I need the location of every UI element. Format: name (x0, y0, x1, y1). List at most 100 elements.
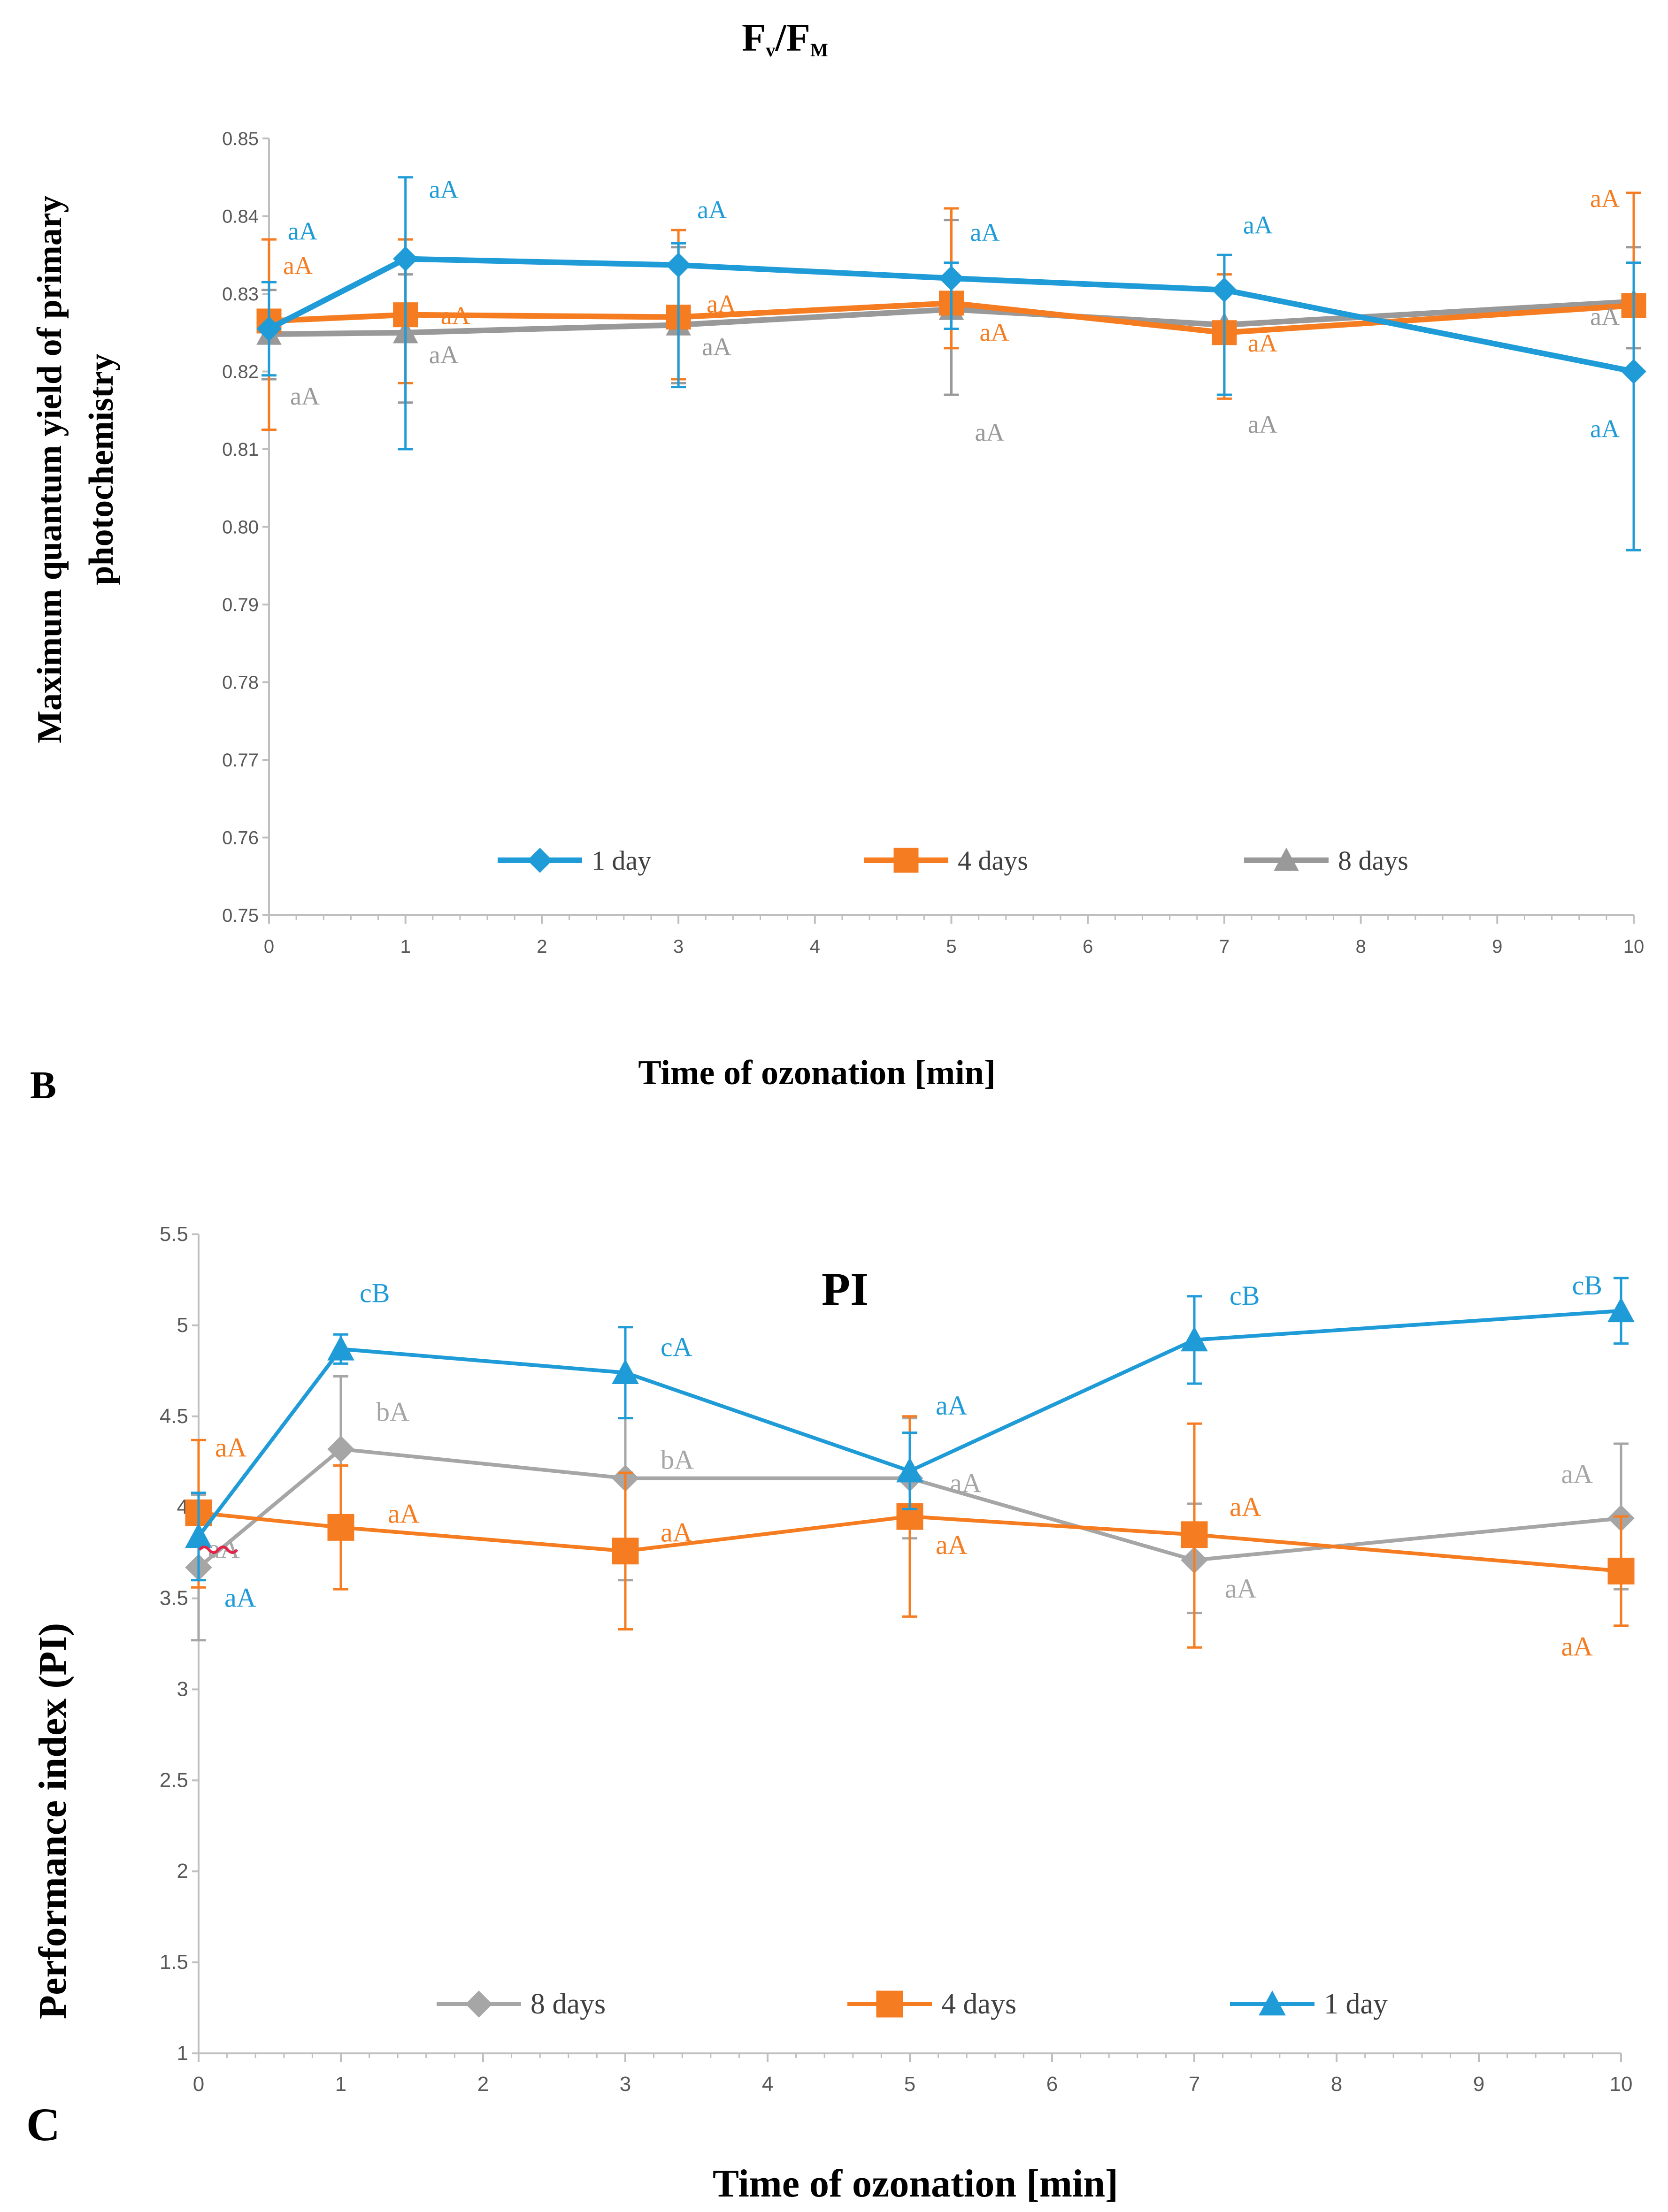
B-y-tick-label: 0.78 (222, 673, 259, 693)
C-data-label: aA (224, 1583, 256, 1613)
B-y-tick-label: 0.84 (222, 207, 259, 227)
B-data-label: aA (1590, 303, 1620, 331)
C-data-label: bA (661, 1445, 694, 1475)
C-y-tick-label: 5.5 (160, 1223, 188, 1246)
B-data-point (1621, 359, 1646, 384)
B-series-line (269, 300, 1634, 336)
C-data-label: aA (388, 1498, 420, 1529)
C-data-point (612, 1538, 639, 1565)
B-data-label: aA (283, 252, 313, 280)
C-data-label: aA (1561, 1459, 1593, 1489)
C-data-point (327, 1514, 354, 1541)
C-data-point (1607, 1297, 1635, 1323)
B-data-label: aA (441, 302, 470, 330)
B-data-label: aA (1590, 184, 1620, 213)
C-legend-label: 8 days (530, 1988, 606, 2020)
B-data-label: aA (1243, 211, 1273, 239)
B-data-label: aA (1248, 410, 1277, 438)
B-x-tick-label: 9 (1492, 936, 1502, 957)
C-data-label: cA (661, 1332, 692, 1362)
C-data-point (612, 1359, 639, 1385)
B-legend-marker (527, 848, 553, 873)
C-data-label: aA (1561, 1631, 1593, 1661)
C-x-tick-label: 6 (1046, 2073, 1058, 2096)
C-series-line (197, 1447, 1622, 1569)
C-x-tick-label: 1 (335, 2073, 346, 2096)
spellcheck-squiggle-icon (198, 1546, 238, 1554)
panel-b-annotations: aA aA aA aA aA aA aA aA aA aA aA aA aA aA aA aA aA aA (283, 176, 1620, 447)
panel-b-ylabel-line2: photochemistry (82, 353, 121, 585)
B-data-point (392, 246, 418, 272)
panel-c-y-tick-labels: 11.522.533.544.555.5 (160, 1223, 188, 2065)
panel-c-letter: C (26, 2098, 60, 2151)
C-legend-marker (465, 1990, 492, 2018)
panel-b-y-tick-labels: 0.75 0.76 0.77 0.78 0.79 0.80 0.81 0.82 0.83 0.84… (222, 129, 259, 926)
B-data-point (666, 253, 691, 278)
panel-b-axes (262, 138, 1635, 924)
B-y-tick-label: 0.79 (222, 595, 259, 615)
B-data-label: aA (429, 341, 459, 369)
B-x-tick-label: 3 (673, 936, 684, 957)
B-x-tick-label: 7 (1219, 936, 1230, 957)
panel-b-title: Fv/FM (742, 16, 828, 61)
panel-c-ylabel: Performance index (PI) (31, 1623, 75, 2019)
C-legend-marker (1259, 1990, 1286, 2016)
panel-b-letter: B (30, 1064, 56, 1107)
B-y-tick-label: 0.76 (222, 828, 259, 849)
C-series-1-day (185, 1277, 1635, 1582)
B-y-tick-label: 0.85 (222, 129, 259, 149)
B-legend-marker (1274, 847, 1299, 871)
C-data-point (327, 1435, 354, 1463)
B-data-label: aA (1590, 415, 1620, 443)
B-y-tick-label: 0.81 (222, 439, 259, 460)
C-x-tick-label: 4 (762, 2073, 773, 2096)
B-legend-label: 4 days (958, 845, 1028, 876)
panel-c-annotations: aA aA aA bA aA cB bA aA cA aA aA aA aA aA cB aA aA cB (208, 1270, 1602, 1662)
C-data-label: aA (215, 1432, 247, 1462)
B-legend-label: 8 days (1338, 845, 1408, 876)
C-data-label: aA (936, 1390, 968, 1421)
panel-b-ylabel: Maximum quantum yield of primary photoch… (31, 195, 121, 743)
C-data-label: cB (1230, 1280, 1260, 1311)
C-data-point (1181, 1521, 1208, 1548)
B-legend-label: 1 day (592, 845, 651, 876)
B-x-tick-label: 1 (400, 936, 411, 957)
B-y-tick-label: 0.82 (222, 362, 259, 383)
C-data-label: aA (208, 1534, 240, 1564)
panel-c-xlabel: Time of ozonation [min] (713, 2162, 1118, 2205)
panel-c-legend: 8 days 4 days 1 day (437, 1988, 1388, 2020)
C-series-line (197, 1309, 1622, 1538)
B-x-tick-label: 5 (946, 936, 956, 957)
B-data-point (256, 316, 282, 342)
C-x-tick-label: 2 (477, 2073, 489, 2096)
C-y-tick-label: 1 (177, 2042, 188, 2065)
panel-c-x-tick-labels: 0 1 2 3 4 5 6 7 8 9 10 (193, 2073, 1633, 2096)
C-data-label: cB (1572, 1270, 1602, 1301)
C-data-point (185, 1523, 212, 1548)
B-y-tick-label: 0.83 (222, 284, 259, 305)
B-series-1-day (256, 176, 1646, 551)
B-data-label: aA (980, 318, 1009, 346)
B-x-tick-label: 4 (810, 936, 820, 957)
B-x-tick-label: 6 (1083, 936, 1093, 957)
B-y-tick-label: 0.80 (222, 517, 259, 538)
C-data-label: bA (376, 1397, 409, 1427)
C-data-point (896, 1457, 923, 1483)
C-data-label: aA (1230, 1492, 1261, 1522)
B-x-tick-label: 0 (264, 936, 274, 957)
panel-c-series (185, 1277, 1635, 1649)
C-data-label: cB (360, 1278, 390, 1308)
C-data-point (327, 1335, 354, 1361)
B-data-label: aA (697, 196, 727, 224)
panel-b-series (256, 176, 1646, 551)
panel-b: Fv/FM Maximum quantum yield of primary p… (30, 16, 1646, 1107)
C-x-tick-label: 9 (1473, 2073, 1484, 2096)
C-x-tick-label: 0 (193, 2073, 204, 2096)
C-y-tick-label: 3 (177, 1677, 188, 1700)
B-x-tick-label: 10 (1623, 936, 1645, 957)
B-data-label: aA (290, 382, 320, 410)
panel-b-ylabel-line1: Maximum quantum yield of primary (31, 195, 69, 743)
B-series-line (268, 256, 1635, 375)
